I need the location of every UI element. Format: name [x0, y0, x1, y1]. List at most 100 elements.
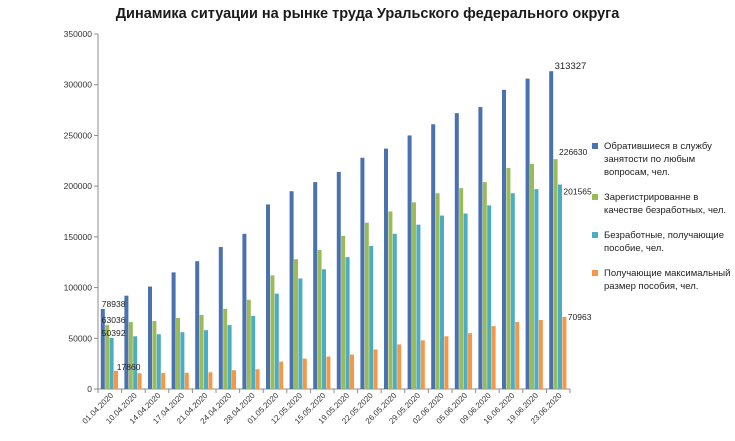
bar	[530, 163, 534, 389]
bar	[431, 124, 436, 390]
bar	[487, 205, 492, 389]
bar	[184, 372, 189, 389]
bar	[416, 224, 421, 389]
bar	[341, 235, 346, 389]
bar	[152, 321, 157, 389]
legend-item-registered-unemployed: Зарегистрированне в качестве безработных…	[592, 191, 732, 217]
bar	[199, 314, 204, 389]
legend: Обратившиеся в службу занятости по любым…	[592, 140, 732, 305]
data-label: 17860	[117, 362, 141, 372]
legend-label-max-benefit: Получающие максимальный размер пособия, …	[604, 268, 731, 292]
bar	[478, 107, 483, 390]
bar	[360, 157, 365, 389]
bar	[373, 349, 378, 389]
bar	[227, 325, 232, 389]
legend-swatch-registered-unemployed	[592, 194, 598, 200]
bar	[491, 326, 496, 389]
bar	[180, 332, 185, 389]
bar	[148, 286, 152, 389]
y-tick-label: 250000	[64, 130, 93, 140]
bar	[459, 188, 464, 389]
bar	[369, 245, 374, 389]
bar	[506, 167, 511, 389]
legend-swatch-benefit-recipients	[592, 232, 598, 238]
bar	[251, 315, 256, 389]
data-label: 313327	[555, 61, 587, 72]
bar	[534, 189, 539, 389]
bar	[392, 233, 397, 389]
bar	[502, 89, 506, 390]
bar	[562, 317, 567, 389]
bar	[364, 222, 369, 389]
bar	[553, 159, 558, 389]
bar	[440, 215, 444, 389]
data-label: 50392	[102, 328, 126, 338]
legend-label-applicants: Обратившиеся в службу занятости по любым…	[604, 141, 712, 178]
bar	[345, 257, 350, 389]
bar	[444, 336, 449, 389]
chart-title: Динамика ситуации на рынке труда Уральск…	[115, 6, 620, 22]
bar	[336, 171, 341, 389]
bar	[204, 330, 208, 389]
legend-item-benefit-recipients: Безработные, получающие пособие, чел.	[592, 229, 732, 255]
y-tick-label: 150000	[64, 232, 93, 242]
bar	[397, 344, 402, 389]
bar	[468, 333, 472, 389]
bar	[302, 358, 307, 389]
bar	[454, 113, 459, 389]
bar	[242, 233, 247, 389]
bar	[350, 354, 354, 389]
bar	[538, 320, 543, 389]
data-label: 70963	[568, 312, 592, 322]
bar	[124, 295, 129, 389]
bar	[246, 299, 251, 389]
bar	[412, 202, 416, 389]
bar	[482, 182, 487, 389]
legend-swatch-applicants	[592, 143, 598, 149]
bar	[137, 373, 142, 389]
bar	[133, 336, 138, 389]
bar	[232, 370, 236, 389]
y-tick-label: 0	[87, 384, 92, 394]
bar	[420, 340, 425, 389]
bar	[510, 193, 515, 389]
data-label: 226630	[559, 147, 588, 157]
legend-item-max-benefit: Получающие максимальный размер пособия, …	[592, 267, 732, 293]
bar	[549, 71, 554, 389]
y-tick-label: 200000	[64, 181, 93, 191]
bar	[388, 211, 393, 389]
data-label: 63036	[102, 315, 126, 325]
bar	[156, 334, 161, 389]
bar	[384, 148, 388, 389]
bar	[176, 318, 180, 389]
bar	[223, 308, 228, 389]
bar	[218, 247, 223, 389]
bar	[270, 275, 275, 389]
bar	[326, 356, 331, 389]
y-tick-label: 100000	[64, 283, 93, 293]
bar	[313, 182, 318, 389]
bar	[114, 370, 118, 389]
bar	[128, 322, 133, 389]
data-label: 78938	[102, 299, 126, 309]
bar	[407, 135, 412, 389]
bar	[279, 361, 284, 389]
legend-item-applicants: Обратившиеся в службу занятости по любым…	[592, 140, 732, 179]
bar	[525, 78, 530, 389]
data-label: 201565	[563, 187, 592, 197]
bar	[195, 261, 200, 389]
bar	[463, 213, 468, 389]
bar	[317, 250, 322, 389]
bar	[161, 372, 166, 389]
bar	[298, 278, 303, 389]
legend-swatch-max-benefit	[592, 270, 598, 276]
bar	[294, 259, 298, 389]
bar	[171, 272, 176, 389]
bar	[289, 191, 294, 389]
bar	[515, 322, 520, 389]
y-tick-label: 50000	[68, 333, 92, 343]
bar	[109, 337, 114, 389]
bar	[558, 184, 562, 389]
legend-label-benefit-recipients: Безработные, получающие пособие, чел.	[604, 230, 725, 254]
